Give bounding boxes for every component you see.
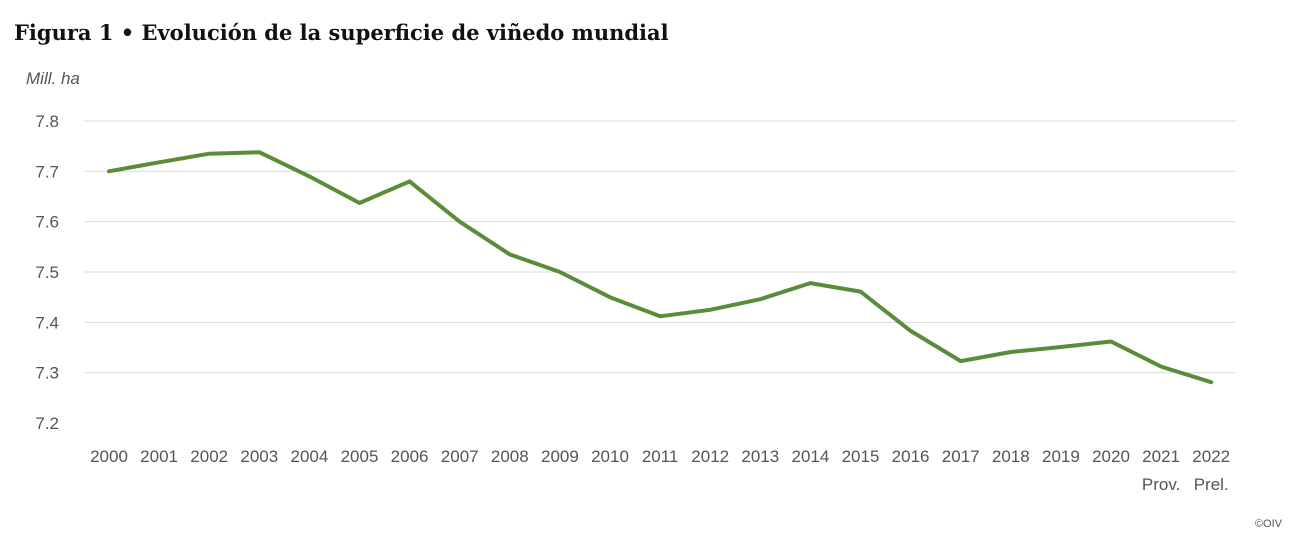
x-tick-label: 2021: [1142, 447, 1180, 466]
x-tick-label: 2012: [691, 447, 729, 466]
y-axis-unit-label: Mill. ha: [26, 69, 80, 88]
gridlines: [84, 120, 1236, 374]
x-axis-ticks: 2000 2001 2002 2003 2004 2005 2006 2007 2008 2009…: [90, 447, 1230, 494]
x-tick-label: 2017: [942, 447, 980, 466]
credit-text: ©OIV: [1255, 518, 1283, 530]
y-tick-label: 7.6: [35, 213, 59, 232]
x-tick-sublabel: Prov.: [1142, 475, 1180, 494]
x-tick-label: 2006: [391, 447, 429, 466]
x-tick-label: 2018: [992, 447, 1030, 466]
y-tick-label: 7.3: [35, 364, 59, 383]
x-tick-label: 2009: [541, 447, 579, 466]
series-layer: [107, 150, 1214, 385]
y-tick-label: 7.8: [35, 112, 59, 131]
x-tick-label: 2004: [290, 447, 328, 466]
x-tick-label: 2014: [791, 447, 829, 466]
x-tick-label: 2000: [90, 447, 128, 466]
x-tick-label: 2003: [240, 447, 278, 466]
chart-title: Figura 1 • Evolución de la superficie de…: [14, 20, 669, 45]
y-tick-label: 7.4: [35, 313, 59, 332]
x-tick-label: 2007: [441, 447, 479, 466]
x-tick-label: 2008: [491, 447, 529, 466]
x-tick-label: 2019: [1042, 447, 1080, 466]
y-axis-ticks: 7.8 7.7 7.6 7.5 7.4 7.3 7.2: [35, 112, 59, 433]
x-tick-label: 2002: [190, 447, 228, 466]
x-tick-label: 2022: [1192, 447, 1230, 466]
x-tick-sublabel: Prel.: [1194, 475, 1229, 494]
x-tick-label: 2015: [842, 447, 880, 466]
x-tick-label: 2001: [140, 447, 178, 466]
x-tick-label: 2005: [341, 447, 379, 466]
y-tick-label: 7.7: [35, 162, 59, 181]
y-tick-label: 7.2: [35, 414, 59, 433]
x-tick-label: 2016: [892, 447, 930, 466]
x-tick-label: 2013: [741, 447, 779, 466]
series-line: [107, 150, 1214, 385]
y-tick-label: 7.5: [35, 263, 59, 282]
x-tick-label: 2020: [1092, 447, 1130, 466]
x-tick-label: 2010: [591, 447, 629, 466]
x-tick-label: 2011: [642, 447, 679, 466]
